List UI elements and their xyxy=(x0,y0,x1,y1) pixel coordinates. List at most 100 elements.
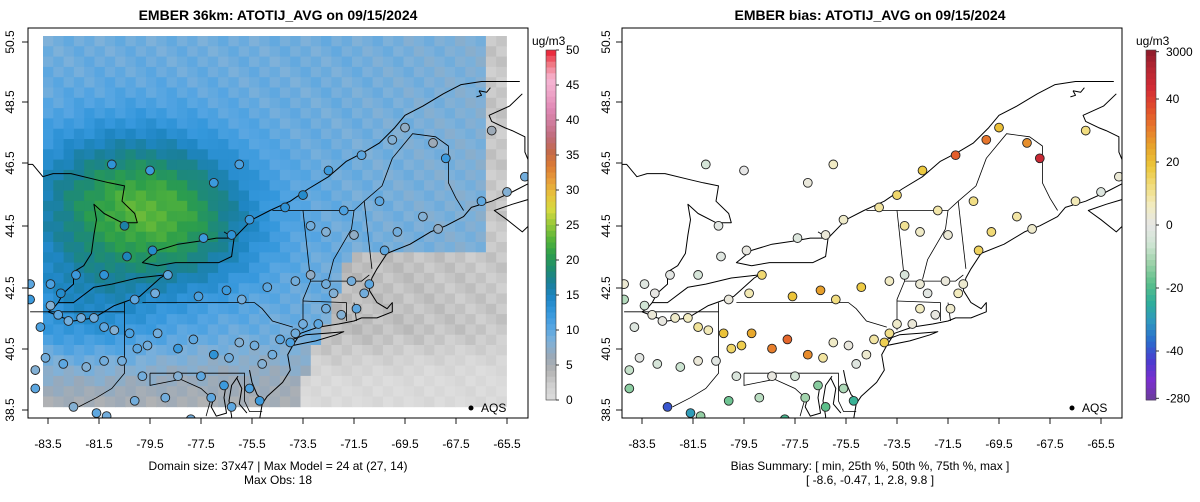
model-heatmap-cell xyxy=(413,272,425,284)
bias-colorbar-tick-label: -40 xyxy=(1166,344,1184,358)
bias-station-point xyxy=(800,392,811,403)
model-heatmap-cell xyxy=(362,190,373,202)
model-station-point xyxy=(35,322,46,332)
model-heatmap-cell xyxy=(53,365,64,377)
bias-station-point xyxy=(683,313,693,323)
model-heatmap-cell xyxy=(485,345,497,356)
model-state-border xyxy=(272,133,464,211)
model-heatmap-cell xyxy=(444,56,456,68)
model-heatmap-cell xyxy=(455,293,466,305)
model-heatmap-cell xyxy=(135,200,147,212)
model-heatmap-cell xyxy=(269,139,281,150)
model-heatmap-cell xyxy=(176,252,188,263)
bias-colorbar-segment xyxy=(1146,178,1156,185)
model-heatmap-cell xyxy=(372,252,384,263)
model-heatmap-cell xyxy=(485,118,497,130)
model-heatmap-cell xyxy=(475,345,487,356)
model-station-point xyxy=(129,294,140,305)
model-heatmap-cell xyxy=(104,365,116,377)
bias-y-tick: 50.5 xyxy=(599,30,613,54)
model-heatmap-cell xyxy=(146,87,157,99)
model-heatmap-cell xyxy=(475,77,487,88)
model-heatmap-cell xyxy=(207,293,219,305)
model-heatmap-cell xyxy=(362,118,373,130)
model-heatmap-cell xyxy=(156,87,167,99)
model-heatmap-cell xyxy=(115,324,126,336)
bias-basemap xyxy=(622,81,1122,418)
model-heatmap-cell xyxy=(424,272,435,284)
model-heatmap-cell xyxy=(104,355,116,366)
model-heatmap-cell xyxy=(146,324,157,336)
model-heatmap-cell xyxy=(321,375,332,387)
bias-colorbar-segment xyxy=(1146,120,1156,127)
model-heatmap-cell xyxy=(485,231,497,243)
model-heatmap-cell xyxy=(485,169,497,181)
model-heatmap-cell xyxy=(156,242,167,253)
model-heatmap-cell xyxy=(434,211,446,222)
model-station-point xyxy=(206,392,217,403)
model-heatmap-cell xyxy=(238,46,250,57)
bias-station-point xyxy=(703,325,714,336)
model-heatmap-cell xyxy=(362,252,373,263)
model-heatmap-cell xyxy=(94,46,106,57)
model-heatmap-cell xyxy=(352,396,363,408)
model-heatmap-cell xyxy=(475,396,487,408)
model-heatmap-cell xyxy=(104,97,116,109)
model-colorbar-segment xyxy=(546,300,556,308)
model-heatmap-cell xyxy=(94,252,106,263)
model-heatmap-cell xyxy=(352,118,363,130)
bias-colorbar-segment xyxy=(1146,85,1156,92)
model-heatmap-cell xyxy=(279,345,291,356)
bias-station-point xyxy=(780,414,790,418)
model-heatmap-cell xyxy=(207,355,219,366)
model-heatmap-cell xyxy=(424,108,435,119)
model-heatmap-cell xyxy=(372,355,384,366)
model-heatmap-cell xyxy=(228,77,240,88)
model-heatmap-cell xyxy=(187,87,198,99)
model-heatmap-cell xyxy=(115,169,126,181)
model-heatmap-cell xyxy=(362,159,373,171)
model-heatmap-cell xyxy=(197,221,209,233)
bias-y-tick: 48.5 xyxy=(599,90,613,114)
bias-station-point xyxy=(907,319,918,329)
model-heatmap-cell xyxy=(187,345,198,356)
model-heatmap-cell xyxy=(94,128,106,140)
bias-colorbar-tick-label: -20 xyxy=(1166,281,1184,295)
model-heatmap-cell xyxy=(465,252,476,263)
model-heatmap-cell xyxy=(53,293,64,305)
model-heatmap-cell xyxy=(115,118,126,130)
model-heatmap-cell xyxy=(43,365,54,377)
model-heatmap-cell xyxy=(496,262,507,274)
model-heatmap-cell xyxy=(341,56,353,68)
model-station-point xyxy=(338,205,349,216)
bias-station-point xyxy=(670,313,680,323)
model-heatmap-cell xyxy=(455,118,466,130)
model-heatmap-cell xyxy=(424,386,435,397)
bias-station-point xyxy=(828,159,839,170)
bias-station-point xyxy=(629,322,640,332)
model-heatmap-cell xyxy=(125,128,137,140)
model-heatmap-cell xyxy=(352,272,363,284)
model-heatmap-cell xyxy=(465,283,476,294)
model-heatmap-cell xyxy=(249,56,260,68)
model-heatmap-cell xyxy=(166,56,178,68)
model-colorbar-segment xyxy=(546,114,556,121)
model-heatmap-cell xyxy=(104,66,116,78)
model-heatmap-cell xyxy=(135,365,147,377)
model-heatmap-cell xyxy=(146,221,157,233)
model-heatmap-cell xyxy=(393,293,404,305)
model-heatmap-cell xyxy=(321,334,332,346)
model-heatmap-cell xyxy=(135,56,147,68)
model-heatmap-cell xyxy=(207,272,219,284)
model-heatmap-cell xyxy=(166,303,178,315)
model-heatmap-cell xyxy=(135,66,147,78)
model-heatmap-cell xyxy=(135,252,147,263)
model-heatmap-cell xyxy=(228,97,240,109)
bias-station-point xyxy=(790,371,800,382)
model-heatmap-cell xyxy=(310,118,322,130)
model-heatmap-cell xyxy=(94,56,106,68)
model-heatmap-cell xyxy=(156,97,167,109)
model-heatmap-cell xyxy=(249,139,260,150)
model-heatmap-cell xyxy=(238,128,250,140)
model-heatmap-cell xyxy=(176,386,188,397)
